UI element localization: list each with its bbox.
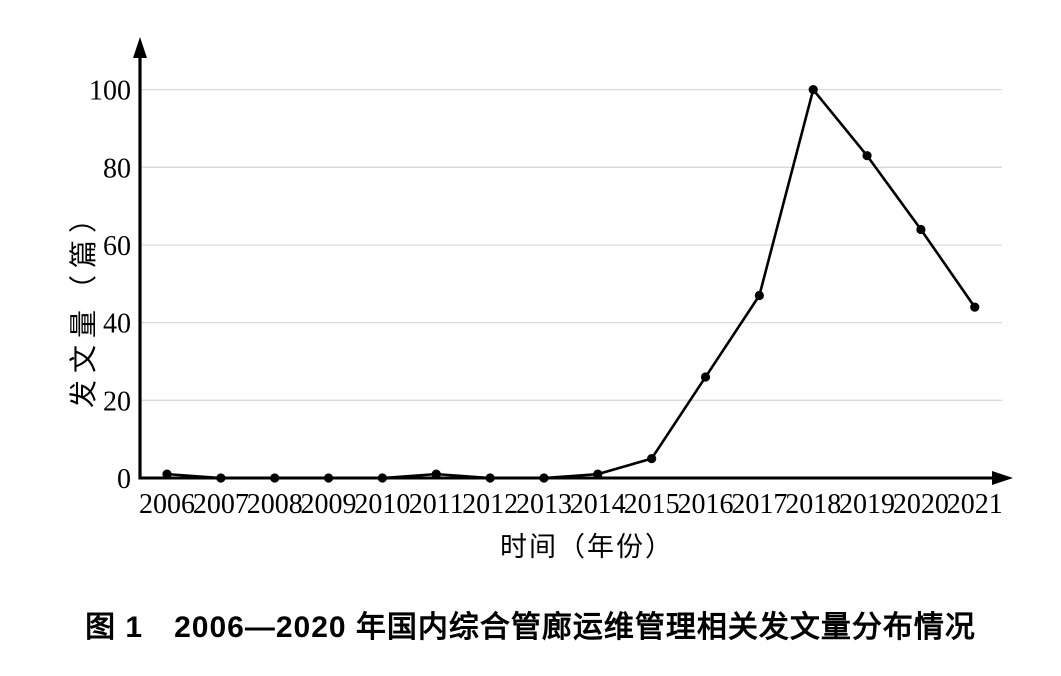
x-tick-label: 2019	[839, 489, 895, 520]
data-point	[916, 224, 926, 235]
data-point	[162, 469, 172, 479]
y-axis-arrow-icon	[133, 37, 147, 58]
x-tick-label: 2008	[247, 489, 303, 520]
x-tick-label: 2021	[947, 489, 1003, 520]
data-point	[700, 372, 711, 382]
x-tick-label: 2006	[139, 489, 195, 520]
x-tick-label: 2014	[570, 489, 626, 520]
data-point	[216, 473, 226, 483]
x-axis-arrow-icon	[992, 471, 1013, 485]
figure-caption: 图 1 2006—2020 年国内综合管廊运维管理相关发文量分布情况	[85, 611, 976, 644]
data-point	[862, 151, 872, 161]
x-tick-label: 2020	[893, 489, 949, 520]
data-point	[270, 473, 280, 483]
data-point	[539, 473, 549, 483]
data-point	[647, 453, 657, 464]
data-point	[754, 290, 764, 301]
x-tick-label: 2012	[462, 489, 518, 520]
x-tick-label: 2013	[516, 489, 572, 520]
x-tick-label: 2016	[678, 489, 734, 520]
x-tick-label: 2010	[354, 489, 410, 520]
data-point	[970, 302, 980, 312]
x-tick-label: 2009	[301, 489, 357, 520]
x-tick-label: 2007	[193, 489, 249, 520]
y-tick-label: 0	[117, 464, 131, 495]
x-tick-label: 2017	[731, 489, 787, 520]
data-point	[431, 469, 441, 479]
data-point	[593, 469, 603, 479]
y-tick-label: 100	[89, 76, 131, 107]
x-tick-label: 2015	[624, 489, 680, 520]
y-tick-label: 20	[103, 386, 131, 417]
y-tick-label: 40	[103, 309, 131, 340]
data-point	[323, 473, 334, 483]
y-tick-label: 60	[103, 231, 131, 262]
data-point	[485, 473, 495, 483]
x-tick-label: 2018	[785, 489, 841, 520]
x-tick-label: 2011	[409, 489, 464, 520]
publication-trend-line-chart: 0 20 40 60 80 100 2006200720082009201020112012…	[68, 37, 1013, 562]
data-line	[165, 88, 977, 480]
x-axis-title: 时间（年份）	[500, 532, 674, 562]
data-point	[377, 473, 387, 483]
data-point	[808, 85, 818, 95]
y-tick-label: 80	[103, 153, 131, 184]
y-axis-title: 发文量（篇）	[68, 198, 100, 408]
